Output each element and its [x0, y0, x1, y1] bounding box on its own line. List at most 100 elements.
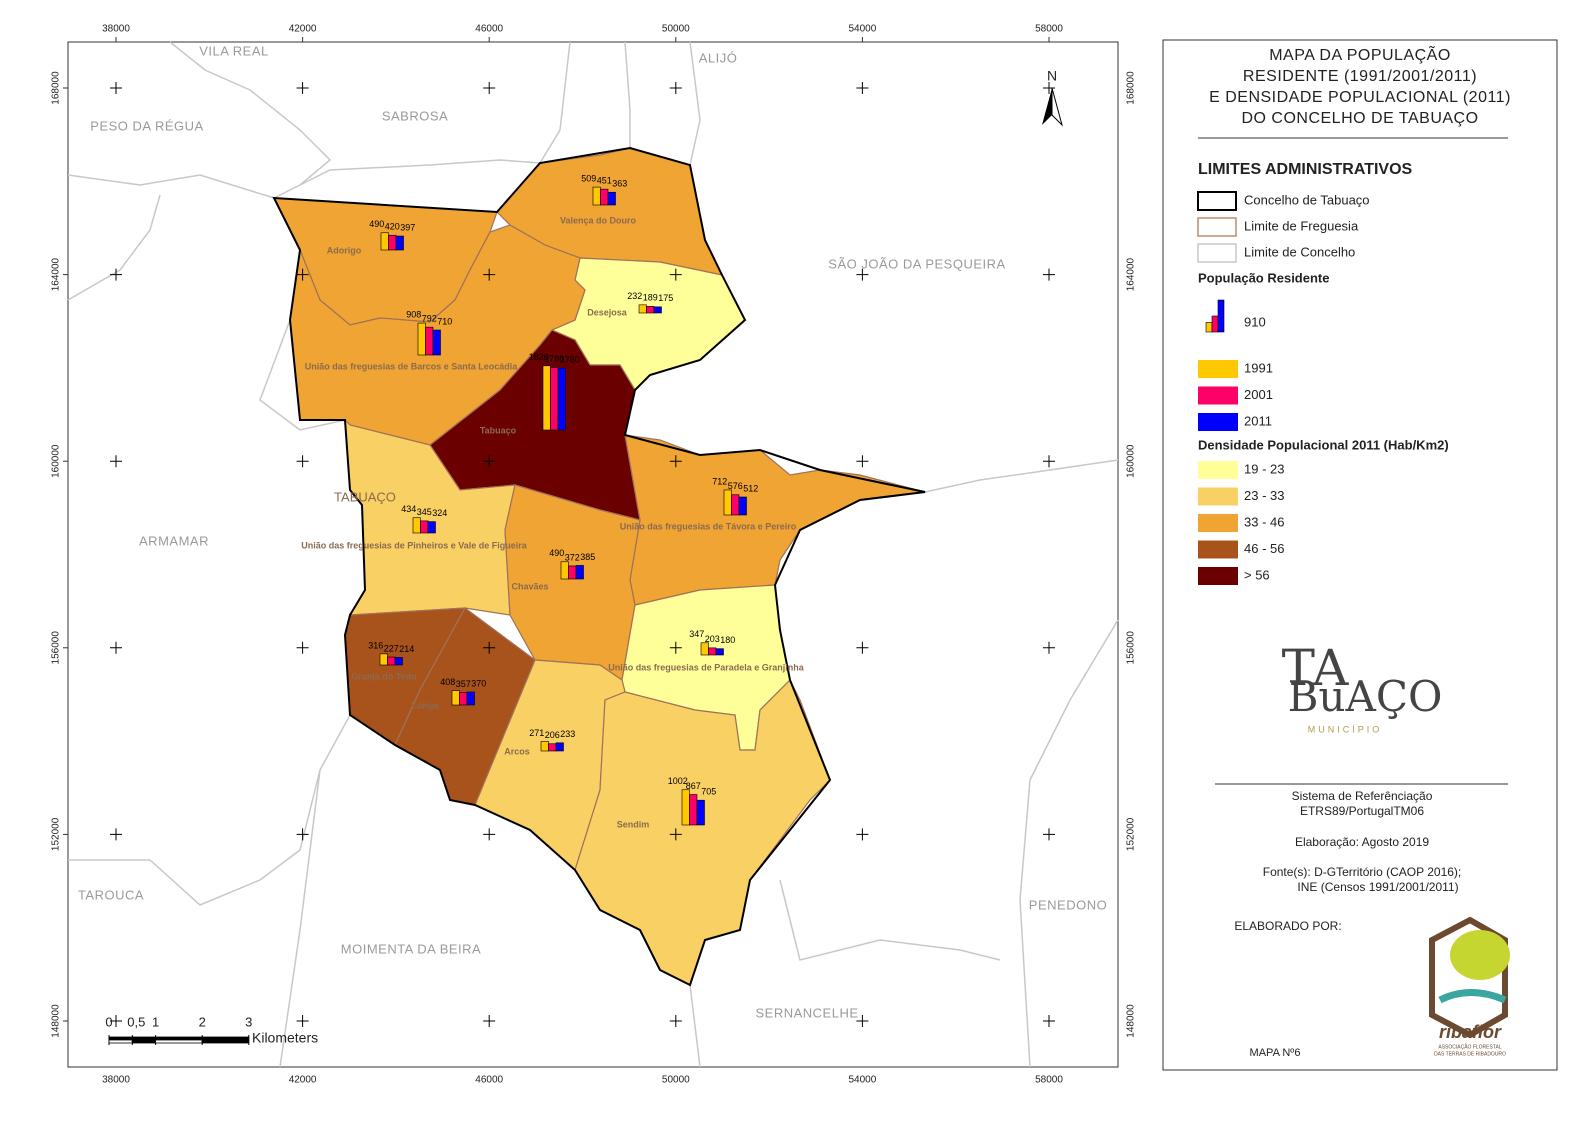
parish-name: Tabuaço [480, 425, 517, 435]
scale-segment [155, 1036, 203, 1041]
value-label: 189 [643, 293, 658, 303]
scale-label: 2 [199, 1014, 206, 1029]
value-label: 1002 [668, 776, 688, 786]
graticule-cross [856, 82, 869, 94]
graticule-cross [296, 268, 309, 281]
graticule-cross [110, 82, 122, 94]
graticule-cross [110, 268, 122, 281]
y-tick-label: 164000 [1126, 257, 1137, 291]
graticule-cross [669, 1015, 682, 1027]
org-sub: ASSOCIAÇÃO FLORESTAL [1438, 1043, 1501, 1050]
population-bar [395, 235, 404, 251]
population-bar [607, 191, 616, 206]
value-label: 408 [440, 677, 455, 687]
source: Fonte(s): D-GTerritório (CAOP 2016); [1263, 865, 1462, 879]
graticule-cross [669, 82, 682, 94]
legend-box [1198, 360, 1238, 378]
population-bar [653, 306, 662, 314]
legend-box [1198, 386, 1238, 405]
graticule-cross [856, 268, 869, 281]
graticule-cross [1043, 641, 1055, 654]
population-bar [715, 648, 724, 656]
neighbor-label: PESO DA RÉGUA [90, 118, 203, 133]
org-name: ribaflor [1439, 1022, 1502, 1042]
population-bar [638, 304, 647, 314]
population-bar [592, 186, 601, 206]
graticule-cross [296, 82, 309, 94]
source: INE (Censos 1991/2001/2011) [1297, 880, 1458, 894]
legend-label: Concelho de Tabuaço [1244, 192, 1370, 207]
value-label: 357 [456, 679, 471, 689]
concelho-label: TABUAÇO [334, 489, 396, 504]
neighbor-label: SABROSA [382, 108, 448, 123]
scale-unit: Kilometers [252, 1030, 318, 1046]
graticule-cross [1043, 1015, 1055, 1027]
legend-label: 19 - 23 [1244, 461, 1284, 476]
legend-label: 2001 [1244, 387, 1273, 402]
legend-label: Limite de Concelho [1244, 244, 1355, 259]
north-label: N [1047, 68, 1057, 84]
legend-box [1198, 487, 1238, 506]
scale-label: 0 [105, 1014, 112, 1029]
population-bar [548, 743, 557, 752]
graticule-cross [856, 455, 869, 468]
scale-segment [131, 1039, 157, 1044]
value-label: 180 [720, 635, 735, 645]
value-label: 712 [712, 476, 727, 486]
graticule-cross [856, 1015, 869, 1027]
legend-label: 910 [1244, 314, 1266, 329]
parish-name: Granja do Tedo [351, 671, 417, 681]
parish-name: Chavães [511, 581, 548, 591]
legend-label: 23 - 33 [1244, 488, 1284, 503]
neighbor-label: SERNANCELHE [755, 1005, 858, 1020]
population-bar [459, 692, 468, 706]
graticule-cross [110, 641, 122, 654]
value-label: 705 [701, 787, 716, 797]
date: Elaboração: Agosto 2019 [1295, 835, 1429, 849]
y-tick-label: 156000 [1126, 631, 1137, 665]
graticule-cross [669, 828, 682, 841]
value-label: 370 [471, 678, 486, 688]
value-label: 324 [432, 508, 447, 518]
value-label: 206 [545, 730, 560, 740]
x-tick-label: 38000 [102, 1075, 130, 1086]
value-label: 710 [437, 316, 452, 326]
population-bar [380, 232, 389, 251]
population-bar [731, 494, 740, 516]
neighbor-label: ALIJÓ [699, 50, 738, 65]
value-label: 316 [368, 640, 383, 650]
density-title: Densidade Populacional 2011 (Hab/Km2) [1198, 437, 1449, 452]
value-label: 576 [728, 481, 743, 491]
graticule-cross [483, 1015, 496, 1027]
population-title: População Residente [1198, 270, 1329, 285]
parish-name: Longa [412, 700, 440, 710]
graticule-cross [669, 455, 682, 468]
y-tick-label: 168000 [51, 71, 62, 105]
x-tick-label: 46000 [475, 1075, 503, 1086]
legend-label: Limite de Freguesia [1244, 218, 1359, 233]
graticule-cross [856, 641, 869, 654]
legend-box [1198, 461, 1238, 479]
legend-symbol [1211, 315, 1219, 333]
legend-label: 33 - 46 [1244, 514, 1284, 529]
x-tick-label: 58000 [1035, 24, 1063, 35]
map-number: MAPA Nº6 [1250, 1047, 1301, 1059]
title: RESIDENTE (1991/2001/2011) [1243, 68, 1477, 85]
value-label: 792 [422, 314, 437, 324]
value-label: 363 [612, 179, 627, 189]
parishes [272, 146, 926, 987]
x-tick-label: 46000 [475, 24, 503, 35]
neighbor-label: ARMAMAR [139, 533, 209, 548]
title: MAPA DA POPULAÇÃO [1269, 44, 1451, 64]
graticule-cross [110, 828, 122, 841]
x-tick-label: 38000 [102, 24, 130, 35]
legend-box [1198, 413, 1238, 431]
population-bar [420, 520, 429, 534]
graticule-cross [483, 641, 496, 654]
value-label: 372 [565, 552, 580, 562]
legend-box [1198, 567, 1238, 585]
scale-label: 3 [245, 1014, 252, 1029]
graticule-cross [483, 455, 496, 468]
legend-box [1198, 540, 1238, 559]
value-label: 1780 [544, 354, 564, 364]
